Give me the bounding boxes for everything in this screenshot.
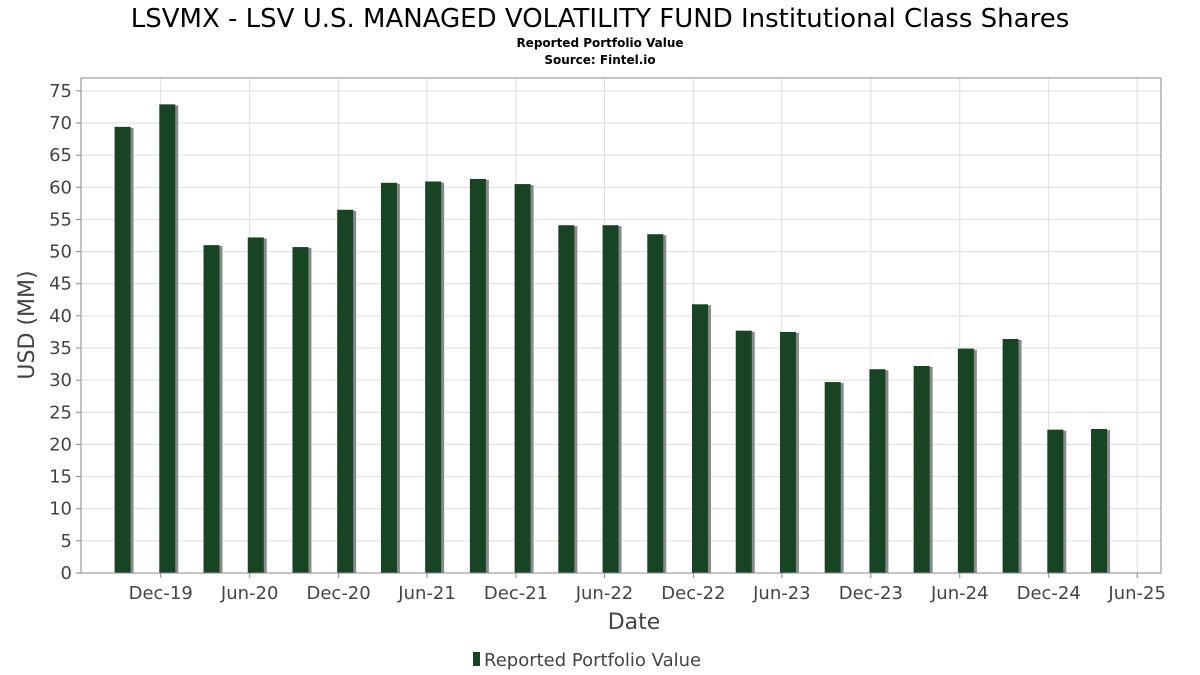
bar (558, 225, 575, 573)
bar (602, 225, 619, 573)
x-axis-label: Date (608, 610, 661, 635)
x-tick-label: Jun-22 (575, 583, 634, 604)
x-tick-label: Jun-24 (930, 583, 989, 604)
bar (469, 178, 486, 573)
bar (337, 209, 354, 574)
bar (957, 348, 974, 573)
bar (292, 247, 309, 574)
legend: Reported Portfolio Value (473, 650, 701, 671)
x-tick-label: Jun-25 (1107, 583, 1166, 604)
bar (647, 234, 664, 573)
x-tick-label: Dec-21 (484, 583, 548, 604)
x-tick-label: Jun-23 (752, 583, 811, 604)
bar (692, 304, 709, 573)
y-tick-label: 15 (49, 467, 72, 488)
x-tick-label: Dec-19 (129, 583, 193, 604)
x-tick-label: Dec-20 (306, 583, 370, 604)
y-tick-label: 55 (49, 209, 72, 230)
legend-swatch (473, 652, 480, 666)
x-tick-label: Jun-21 (397, 583, 456, 604)
bar (514, 184, 531, 574)
x-tick-label: Dec-22 (661, 583, 725, 604)
bar (247, 237, 264, 573)
y-tick-label: 75 (49, 81, 72, 102)
y-axis: 0 5 10 15 20 25 30 35 40 45 50 55 60 65 70 75 (49, 81, 81, 584)
bar (203, 245, 220, 573)
y-tick-label: 40 (49, 306, 72, 327)
y-tick-label: 0 (61, 563, 72, 584)
y-tick-label: 65 (49, 145, 72, 166)
legend-label: Reported Portfolio Value (484, 650, 701, 671)
bars (114, 104, 1111, 574)
bar (380, 182, 397, 574)
bar (159, 104, 176, 573)
bar (114, 126, 131, 573)
y-tick-label: 50 (49, 242, 72, 263)
y-tick-label: 35 (49, 338, 72, 359)
x-tick-label: Dec-24 (1017, 583, 1081, 604)
y-axis-label: USD (MM) (15, 270, 40, 379)
bar (1002, 339, 1019, 573)
bar (913, 366, 930, 573)
bar (1091, 429, 1108, 573)
y-tick-label: 20 (49, 434, 72, 455)
bar (824, 382, 841, 573)
y-tick-label: 60 (49, 177, 72, 198)
x-tick-label: Dec-23 (839, 583, 903, 604)
chart-source: Source: Fintel.io (544, 53, 655, 67)
y-tick-label: 70 (49, 113, 72, 134)
y-tick-label: 10 (49, 499, 72, 520)
bar (425, 181, 442, 573)
x-tick-label: Jun-20 (220, 583, 279, 604)
bar (735, 330, 752, 573)
chart-subtitle: Reported Portfolio Value (516, 36, 683, 50)
plot-border (80, 77, 1162, 574)
y-tick-label: 25 (49, 402, 72, 423)
y-tick-label: 30 (49, 370, 72, 391)
y-tick-label: 5 (61, 531, 72, 552)
bar (869, 369, 886, 573)
x-axis: Dec-19 Jun-20 Dec-20 Jun-21 Dec-21 Jun-22 Dec-… (129, 573, 1166, 604)
y-tick-label: 45 (49, 274, 72, 295)
bar (1047, 429, 1064, 573)
chart-title: LSVMX - LSV U.S. MANAGED VOLATILITY FUND… (131, 4, 1070, 34)
bar (779, 331, 796, 573)
